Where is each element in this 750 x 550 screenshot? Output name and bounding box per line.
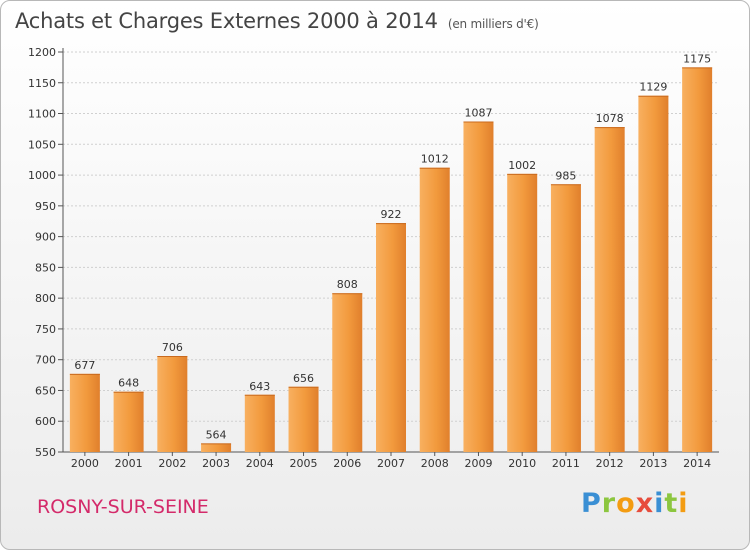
- y-tick-label: 600: [35, 415, 56, 428]
- bar: [682, 67, 713, 452]
- y-tick-label: 550: [35, 446, 56, 459]
- labels: 550 600 650 700 750 800 850 900 950 1000 1050 1100 1…: [28, 46, 711, 470]
- data-label: 1002: [508, 159, 536, 172]
- x-tick-label: 2009: [464, 457, 492, 470]
- data-label: 677: [74, 359, 95, 372]
- chart-subtitle: (en milliers d'€): [447, 17, 539, 31]
- y-tick-label: 1150: [28, 77, 56, 90]
- bar: [507, 173, 538, 452]
- chart-title: Achats et Charges Externes 2000 à 2014 (e…: [15, 9, 539, 33]
- x-tick-label: 2000: [71, 457, 99, 470]
- bar: [244, 394, 275, 452]
- x-tick-label: 2013: [639, 457, 667, 470]
- data-label: 1129: [639, 81, 667, 94]
- y-tick-label: 900: [35, 231, 56, 244]
- y-tick-label: 1000: [28, 169, 56, 182]
- data-label: 564: [206, 428, 227, 441]
- x-tick-label: 2003: [202, 457, 230, 470]
- logo-letter: i: [678, 488, 689, 519]
- data-label: 656: [293, 372, 314, 385]
- data-label: 1012: [421, 153, 449, 166]
- data-label: 648: [118, 377, 139, 390]
- bar: [69, 373, 100, 452]
- y-tick-label: 650: [35, 384, 56, 397]
- bar: [157, 356, 188, 452]
- y-tick-label: 1200: [28, 46, 56, 59]
- city-name: ROSNY-SUR-SEINE: [37, 496, 209, 518]
- y-tick-label: 750: [35, 323, 56, 336]
- x-tick-label: 2006: [333, 457, 361, 470]
- x-tick-label: 2014: [683, 457, 711, 470]
- data-label: 1078: [596, 112, 624, 125]
- logo-letter: o: [616, 488, 636, 519]
- data-label: 706: [162, 341, 183, 354]
- y-tick-label: 850: [35, 261, 56, 274]
- bar: [113, 391, 144, 452]
- x-tick-label: 2001: [115, 457, 143, 470]
- x-tick-label: 2002: [158, 457, 186, 470]
- x-tick-label: 2007: [377, 457, 405, 470]
- data-label: 808: [337, 278, 358, 291]
- data-label: 985: [555, 169, 576, 182]
- x-tick-label: 2011: [552, 457, 580, 470]
- y-tick-label: 950: [35, 200, 56, 213]
- y-tick-label: 1050: [28, 138, 56, 151]
- x-tick-label: 2010: [508, 457, 536, 470]
- bar: [638, 95, 669, 452]
- data-label: 1175: [683, 52, 711, 65]
- bar: [550, 184, 581, 453]
- logo-letter: t: [664, 488, 679, 519]
- data-label: 1087: [464, 107, 492, 120]
- bar: [332, 293, 363, 452]
- x-tick-label: 2005: [290, 457, 318, 470]
- y-tick-label: 800: [35, 292, 56, 305]
- bar: [463, 121, 494, 453]
- y-tick-label: 1100: [28, 108, 56, 121]
- logo-letter: P: [581, 488, 602, 519]
- proxiti-logo: Proxiti: [581, 488, 689, 519]
- bars: [69, 67, 713, 453]
- x-tick-label: 2012: [596, 457, 624, 470]
- x-tick-label: 2004: [246, 457, 274, 470]
- data-label: 643: [249, 380, 270, 393]
- x-tick-label: 2008: [421, 457, 449, 470]
- bar: [376, 223, 406, 452]
- data-label: 922: [381, 208, 402, 221]
- bar: [594, 127, 625, 453]
- logo-letter: i: [654, 488, 665, 519]
- bar: [419, 167, 450, 452]
- logo-letter: x: [635, 488, 655, 519]
- logo-letter: r: [601, 488, 617, 519]
- y-tick-label: 700: [35, 354, 56, 367]
- bar: [201, 443, 232, 452]
- bar: [288, 386, 319, 452]
